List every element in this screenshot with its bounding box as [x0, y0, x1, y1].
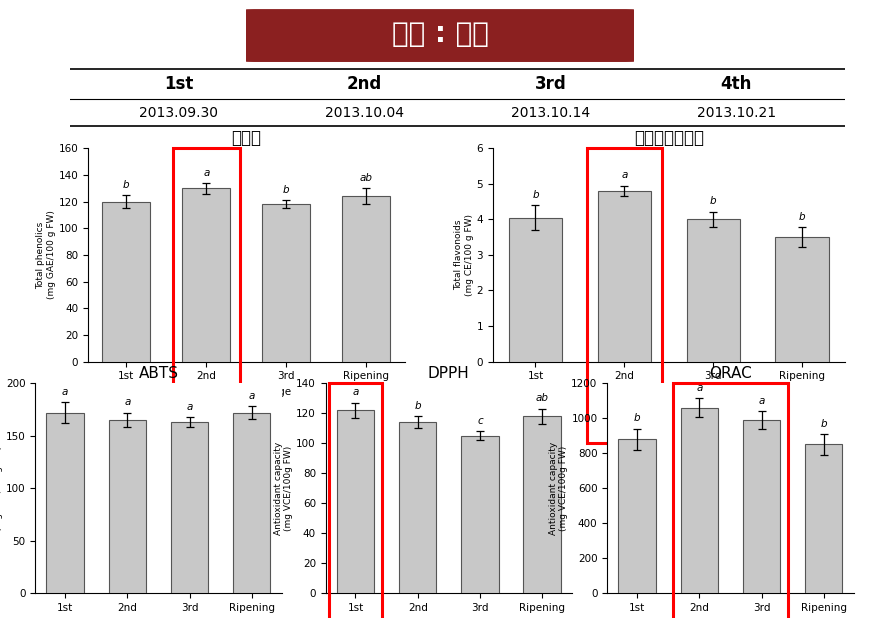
Text: ab: ab [536, 394, 548, 404]
Text: a: a [203, 167, 209, 177]
Bar [329, 383, 382, 618]
FancyBboxPatch shape [238, 10, 642, 61]
Title: DPPH: DPPH [428, 366, 470, 381]
Bar [619, 439, 656, 593]
Text: b: b [820, 418, 827, 429]
Bar [182, 188, 231, 362]
Bar [509, 218, 562, 362]
Text: b: b [283, 185, 290, 195]
Text: 1st: 1st [165, 75, 194, 93]
Text: a: a [352, 387, 359, 397]
Bar [524, 416, 561, 593]
Title: 총페놀: 총페놀 [231, 129, 261, 146]
Text: a: a [124, 397, 130, 407]
X-axis label: Maturation stage: Maturation stage [624, 387, 714, 397]
Bar [598, 191, 651, 362]
Bar [805, 444, 842, 593]
Y-axis label: Antioxidant capacity
(mg VCE/100g FW): Antioxidant capacity (mg VCE/100g FW) [549, 442, 568, 535]
Bar [680, 408, 718, 593]
Title: 총플라보노이드: 총플라보노이드 [634, 129, 704, 146]
Bar [399, 422, 436, 593]
Text: b: b [123, 180, 129, 190]
Bar [108, 420, 146, 593]
Text: 2013.10.14: 2013.10.14 [511, 106, 590, 120]
Y-axis label: Total flavonoids
(mg CE/100 g FW): Total flavonoids (mg CE/100 g FW) [454, 214, 473, 296]
Text: b: b [532, 190, 539, 200]
Bar [172, 148, 240, 442]
X-axis label: Maturation stage: Maturation stage [202, 387, 291, 397]
Bar [673, 383, 788, 618]
Y-axis label: Antioxidant capacity
(mg VCE/100g FW): Antioxidant capacity (mg VCE/100g FW) [274, 442, 293, 535]
Text: 4th: 4th [721, 75, 752, 93]
Bar [461, 436, 499, 593]
Bar [686, 219, 740, 362]
Text: 3rd: 3rd [535, 75, 567, 93]
Y-axis label: Antioxidant capacity
(mg VCE/100g FW): Antioxidant capacity (mg VCE/100g FW) [0, 442, 3, 535]
Text: b: b [414, 401, 421, 411]
Text: a: a [621, 171, 627, 180]
Text: a: a [62, 387, 69, 397]
Bar [47, 413, 84, 593]
Title: ABTS: ABTS [138, 366, 179, 381]
Bar [775, 237, 829, 362]
Text: b: b [710, 197, 716, 206]
Text: ab: ab [360, 173, 373, 183]
Text: c: c [477, 416, 483, 426]
Text: a: a [759, 396, 765, 406]
Bar [587, 148, 662, 442]
Text: 2nd: 2nd [347, 75, 382, 93]
Text: 품종 : 만수: 품종 : 만수 [392, 20, 488, 48]
Text: a: a [696, 383, 702, 393]
Text: b: b [799, 212, 805, 222]
Bar [171, 422, 209, 593]
Text: a: a [187, 402, 193, 412]
Bar [337, 410, 374, 593]
Text: 2013.09.30: 2013.09.30 [139, 106, 218, 120]
Title: ORAC: ORAC [709, 366, 752, 381]
Y-axis label: Total phenolics
(mg GAE/100 g FW): Total phenolics (mg GAE/100 g FW) [36, 211, 55, 299]
Bar [262, 205, 311, 362]
Text: b: b [634, 413, 641, 423]
Text: 2013.10.21: 2013.10.21 [697, 106, 776, 120]
Text: a: a [248, 391, 255, 401]
Bar [342, 197, 391, 362]
Bar [233, 413, 270, 593]
Text: 2013.10.04: 2013.10.04 [326, 106, 404, 120]
Bar [743, 420, 781, 593]
Bar [102, 201, 150, 362]
